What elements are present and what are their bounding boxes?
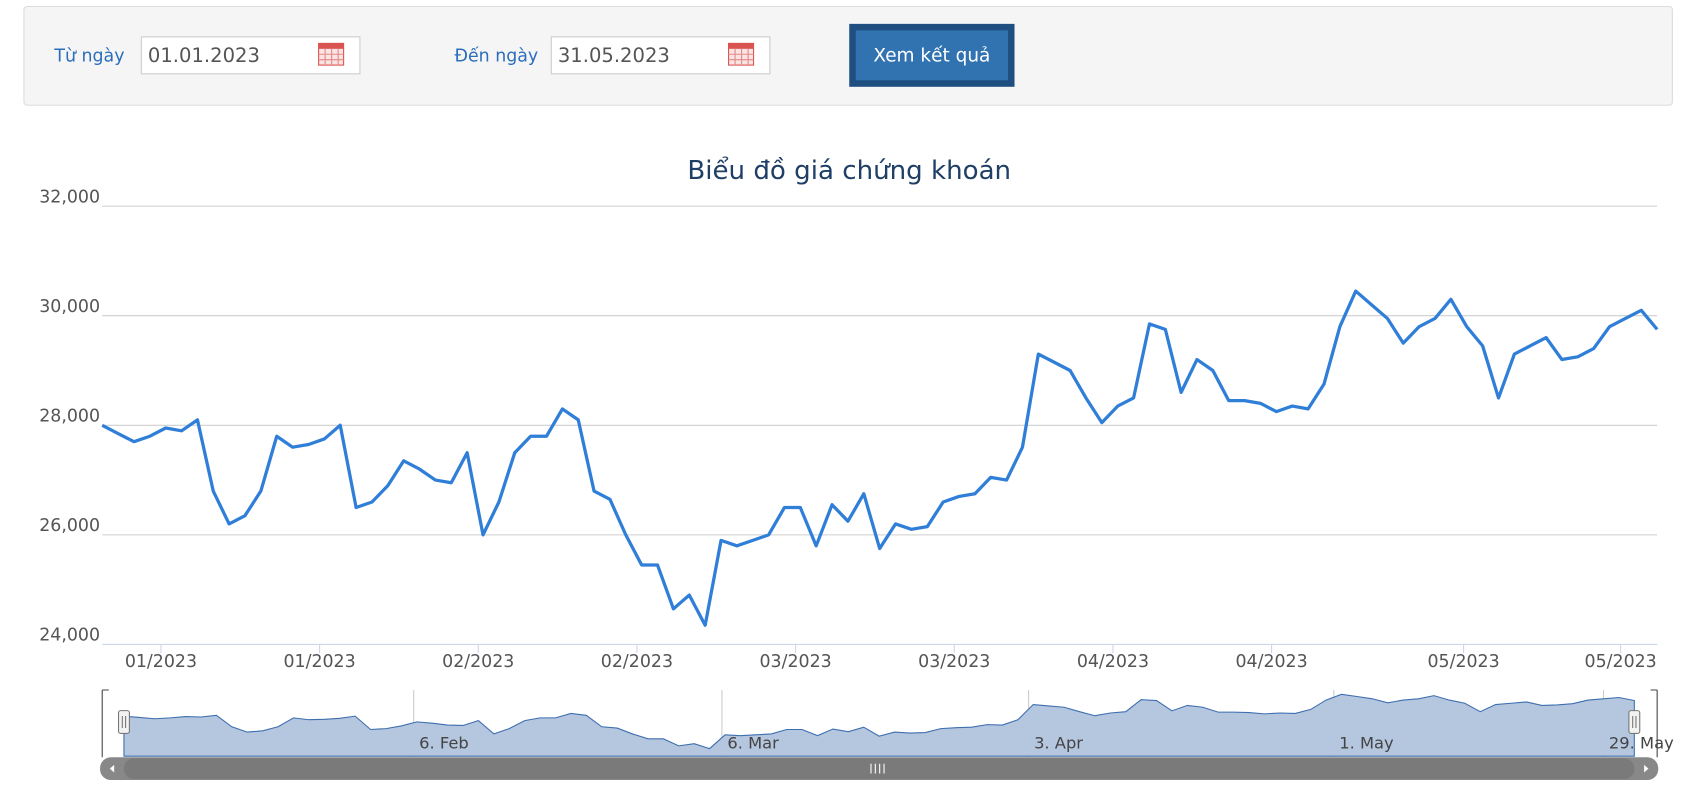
navigator-tick-label: 29. May bbox=[1609, 734, 1674, 753]
navigator-handle-grip[interactable] bbox=[1632, 716, 1637, 728]
navigator-tick-label: 3. Apr bbox=[1034, 734, 1083, 753]
navigator-handle[interactable] bbox=[117, 710, 130, 734]
filter-bar bbox=[23, 5, 1673, 106]
navigator-tick-label: 6. Mar bbox=[727, 734, 779, 753]
y-tick-label: 24,000 bbox=[39, 626, 100, 646]
x-tick-label: 03/2023 bbox=[918, 652, 990, 672]
from-label: Từ ngày bbox=[53, 46, 124, 66]
navigator-handle[interactable] bbox=[1628, 710, 1641, 734]
submit-label[interactable]: Xem kết quả bbox=[873, 45, 990, 66]
x-tick-label: 04/2023 bbox=[1077, 652, 1149, 672]
to-value[interactable]: 31.05.2023 bbox=[558, 44, 670, 67]
navigator-tick-label: 6. Feb bbox=[419, 734, 469, 753]
x-tick-label: 05/2023 bbox=[1427, 652, 1499, 672]
navigator-tick-label: 1. May bbox=[1339, 734, 1394, 753]
submit-button-face[interactable] bbox=[855, 30, 1008, 81]
navigator-handle-grip[interactable] bbox=[121, 716, 127, 728]
y-tick-label: 26,000 bbox=[39, 516, 100, 536]
scrollbar-grip bbox=[870, 763, 885, 774]
navigator-area bbox=[123, 693, 1635, 757]
to-label: Đến ngày bbox=[455, 45, 539, 66]
from-value[interactable]: 01.01.2023 bbox=[148, 44, 260, 67]
x-tick-label: 01/2023 bbox=[283, 652, 355, 672]
x-tick-label: 02/2023 bbox=[442, 652, 514, 672]
price-line bbox=[101, 289, 1659, 627]
chart-title: Biểu đồ giá chứng khoán bbox=[687, 156, 1011, 186]
calendar-icon[interactable] bbox=[727, 42, 755, 66]
y-tick-label: 32,000 bbox=[39, 187, 100, 207]
navigator-outline bbox=[101, 689, 1658, 758]
calendar-icon[interactable] bbox=[318, 42, 345, 66]
x-tick-label: 05/2023 bbox=[1585, 652, 1657, 672]
x-tick-label: 01/2023 bbox=[125, 652, 197, 672]
x-tick-label: 03/2023 bbox=[759, 652, 831, 672]
x-tick-label: 02/2023 bbox=[601, 652, 673, 672]
x-tick-label: 04/2023 bbox=[1235, 652, 1307, 672]
y-tick-label: 28,000 bbox=[39, 407, 100, 427]
y-tick-label: 30,000 bbox=[39, 297, 100, 317]
